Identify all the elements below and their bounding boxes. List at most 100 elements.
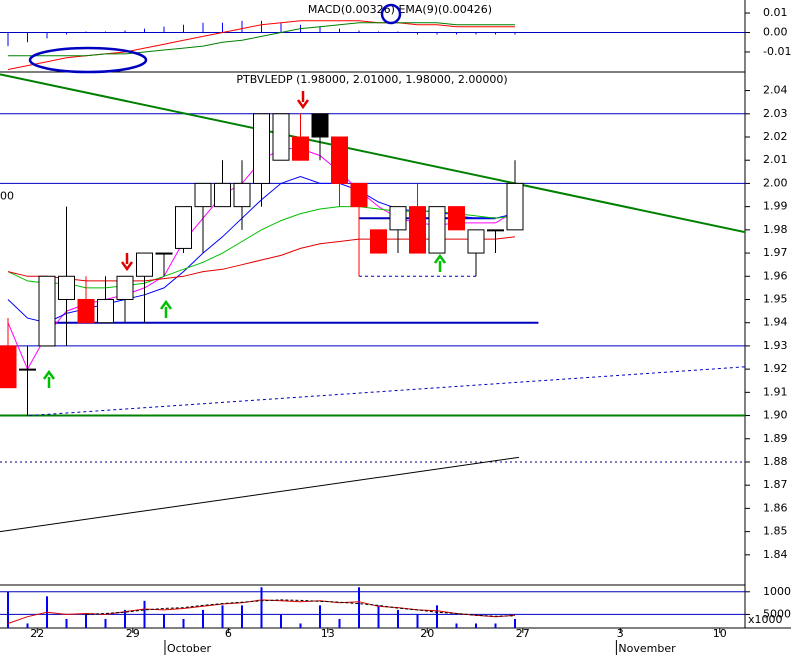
y-tick-label: -0.01: [763, 45, 791, 58]
month-label: October: [167, 642, 211, 655]
y-tick-label: 1.93: [763, 339, 788, 352]
highlight-ellipse: [28, 46, 148, 74]
candle-body: [175, 206, 192, 249]
x-tick-label: 10: [713, 627, 727, 640]
y-tick-label: 0.00: [763, 25, 788, 38]
price-title: PTBVLEDP (1.98000, 2.01000, 1.98000, 2.0…: [236, 73, 507, 86]
y-tick-label: 1.95: [763, 292, 788, 305]
unit-label: x1000: [748, 613, 783, 626]
volume-bar: [494, 623, 497, 628]
x-tick-label: 6: [225, 627, 232, 640]
candle-body: [155, 252, 173, 255]
candle-body: [331, 136, 348, 184]
volume-bar: [221, 605, 224, 628]
candle-body: [97, 298, 114, 324]
y-tick-label: 1.91: [763, 385, 788, 398]
candle-body: [467, 229, 485, 254]
y-tick-label: 2.02: [763, 130, 788, 143]
y-tick-label: 1.86: [763, 501, 788, 514]
y-tick-label: 1.94: [763, 316, 788, 329]
candle-body: [272, 113, 290, 161]
candle-body: [77, 298, 95, 324]
candle-body: [58, 275, 75, 300]
volume-bar: [280, 614, 282, 628]
volume-bar: [85, 614, 87, 628]
volume-bar: [358, 587, 360, 628]
volume-bar: [104, 618, 107, 628]
volume-bar: [514, 618, 516, 628]
candle-body: [448, 206, 465, 231]
indicator-line: [85, 599, 516, 617]
y-tick-label: 1.85: [763, 525, 788, 538]
buy-arrow: [42, 369, 56, 388]
candle-body: [292, 136, 309, 161]
x-tick-label: 27: [516, 627, 530, 640]
candle-body: [136, 252, 153, 277]
x-tick-label: 29: [126, 627, 140, 640]
month-label: November: [618, 642, 676, 655]
y-tick-label: 0.01: [763, 6, 788, 19]
candle-body: [233, 182, 251, 208]
candle-body: [214, 182, 231, 208]
y-tick-label: 2.04: [763, 84, 788, 97]
volume-bar: [455, 623, 458, 628]
volume-bar: [26, 623, 29, 628]
candle-body: [409, 206, 426, 254]
y-tick-label: 1.98: [763, 223, 788, 236]
price-plot: 00: [0, 73, 745, 533]
candle-body: [370, 229, 387, 254]
sell-arrow: [120, 253, 134, 272]
candle-body: [350, 182, 368, 208]
candle-body: [506, 182, 524, 231]
volume-bar: [299, 623, 302, 628]
y-tick-label: 1.88: [763, 455, 788, 468]
trend-line: [0, 73, 745, 234]
volume-bar: [416, 614, 419, 628]
volume-bar: [163, 614, 165, 628]
volume-bar: [338, 618, 341, 628]
y-tick-label: 10000: [763, 585, 791, 598]
volume-bar: [260, 587, 263, 628]
x-tick-label: 3: [617, 627, 624, 640]
y-tick-label: 5000: [763, 607, 791, 620]
y-tick-label: 1.99: [763, 200, 788, 213]
candle-body: [0, 345, 17, 389]
volume-bar: [124, 609, 126, 628]
volume-bar: [377, 605, 380, 628]
sell-arrow: [296, 91, 310, 110]
volume-bar: [182, 618, 185, 628]
y-tick-label: 1.96: [763, 269, 788, 282]
buy-arrow: [433, 253, 447, 272]
x-tick-label: 13: [321, 627, 335, 640]
x-tick-label: 20: [420, 627, 434, 640]
signal-arrows: [42, 91, 447, 388]
candle-body: [428, 206, 446, 254]
candle-body: [487, 229, 504, 232]
y-tick-label: 2.00: [763, 176, 788, 189]
candle-body: [389, 206, 407, 231]
volume-bar: [319, 605, 321, 628]
candle-body: [116, 275, 134, 300]
volume-bar: [202, 609, 204, 628]
candle-body: [194, 182, 212, 208]
volume-bar: [7, 591, 9, 628]
y-tick-label: 2.01: [763, 153, 788, 166]
buy-arrow: [159, 299, 173, 318]
volume-bar: [65, 618, 68, 628]
volume-bar: [475, 623, 477, 628]
candle-body: [253, 113, 270, 184]
volume-bar: [241, 605, 243, 628]
y-tick-label: 2.03: [763, 107, 788, 120]
level-label: 00: [0, 189, 14, 202]
indicator-line: [8, 22, 515, 57]
y-tick-label: 1.90: [763, 409, 788, 422]
volume-bar: [436, 605, 438, 628]
candle-body: [311, 113, 329, 138]
volume-bar: [397, 609, 399, 628]
highlight-circle: [380, 3, 402, 25]
y-tick-label: 1.89: [763, 432, 788, 445]
